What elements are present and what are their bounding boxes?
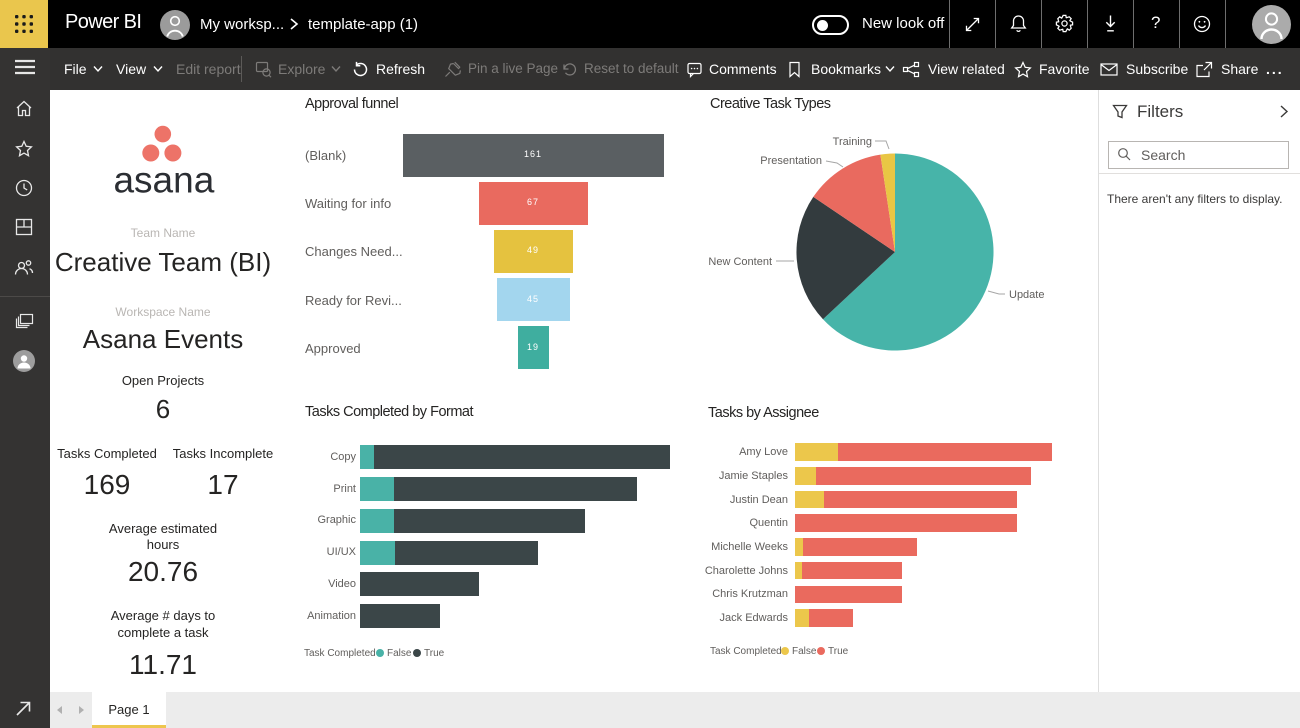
svg-text:Presentation: Presentation — [760, 155, 822, 167]
svg-text:Training: Training — [833, 136, 872, 148]
svg-text:Update: Update — [1009, 289, 1044, 301]
svg-text:asana: asana — [113, 160, 214, 201]
svg-text:New Content: New Content — [708, 256, 772, 268]
